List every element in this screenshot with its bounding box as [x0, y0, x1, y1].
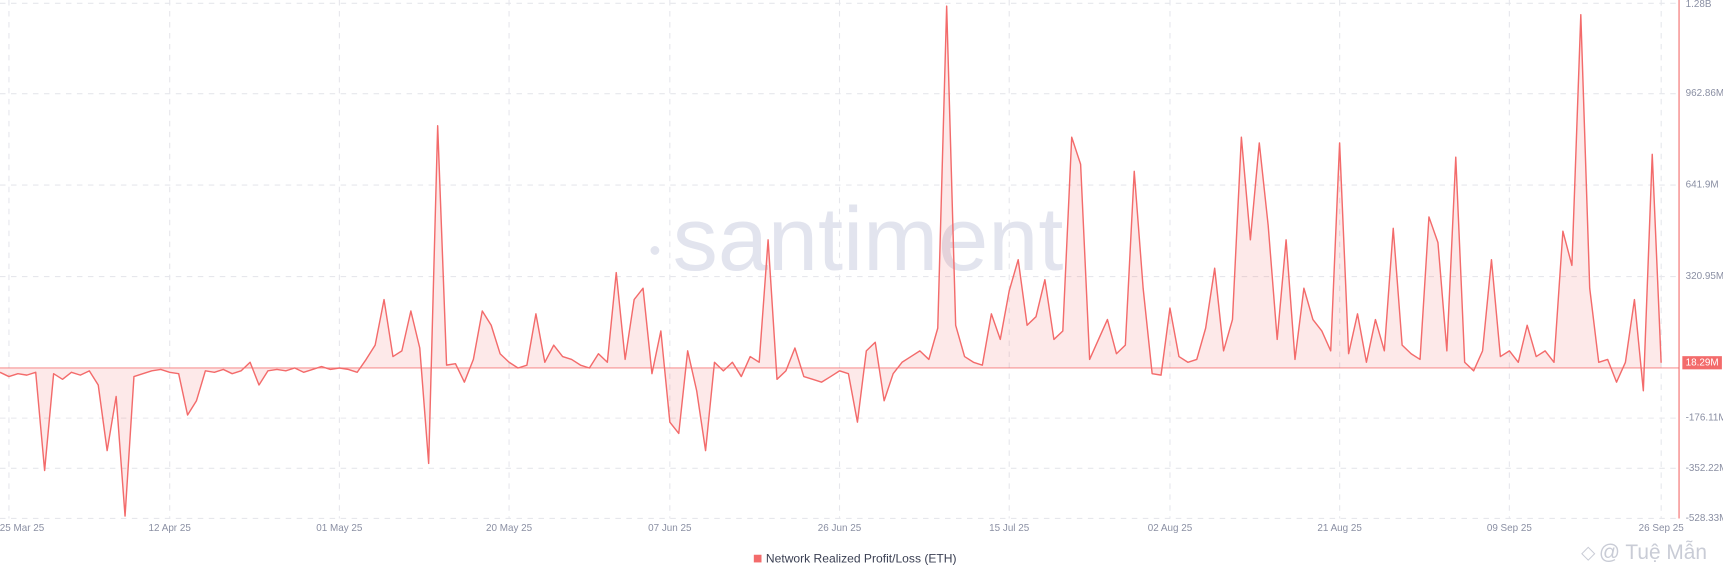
y-tick-label: 1.28B: [1686, 0, 1712, 10]
x-tick-label: 26 Sep 25: [1639, 523, 1685, 534]
last-value-marker: [1682, 356, 1722, 370]
y-tick-label: 641.9M: [1686, 180, 1719, 191]
watermark-dot: [650, 246, 660, 255]
y-tick-label: -352.22M: [1686, 463, 1723, 474]
x-tick-label: 15 Jul 25: [989, 523, 1030, 534]
y-tick-label: -176.11M: [1686, 413, 1723, 424]
y-tick-label: -528.33M: [1686, 513, 1723, 524]
x-tick-label: 02 Aug 25: [1148, 523, 1193, 534]
axes: -528.33M -352.22M -176.11M 320.95M 641.9M 962…: [0, 0, 1723, 565]
credit: @ Tuệ Mẫn: [1599, 541, 1707, 564]
legend-label: Network Realized Profit/Loss (ETH): [766, 551, 957, 565]
last-value-label: 18.29M: [1686, 357, 1719, 368]
plot: [0, 5, 1680, 517]
x-tick-label: 20 May 25: [486, 523, 533, 534]
line: [0, 5, 1662, 517]
x-tick-label: 25 Mar 25: [0, 523, 45, 534]
credit-logo: ◇: [1581, 542, 1596, 563]
grid: [0, 0, 1680, 520]
watermark: santiment: [673, 189, 1064, 290]
x-tick-label: 21 Aug 25: [1317, 523, 1362, 534]
y-tick-label: 320.95M: [1686, 271, 1723, 282]
legend: Network Realized Profit/Loss (ETH): [753, 551, 957, 565]
x-tick-label: 07 Jun 25: [648, 523, 692, 534]
legend-swatch: [753, 554, 762, 563]
x-tick-label: 01 May 25: [316, 523, 363, 534]
x-tick-label: 12 Apr 25: [149, 523, 192, 534]
y-tick-label: 962.86M: [1686, 88, 1723, 99]
x-tick-label: 26 Jun 25: [818, 523, 862, 534]
x-tick-label: 09 Sep 25: [1487, 523, 1533, 534]
